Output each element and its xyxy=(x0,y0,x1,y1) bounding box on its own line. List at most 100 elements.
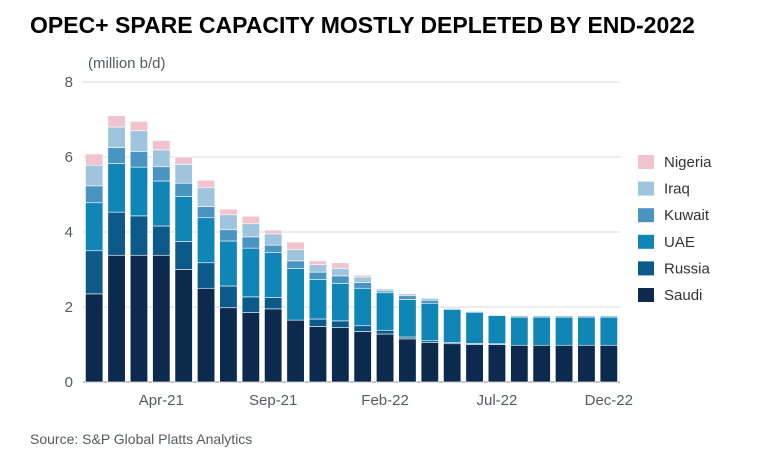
y-axis-unit-label: (million b/d) xyxy=(88,55,166,72)
source-note: Source: S&P Global Platts Analytics xyxy=(30,431,253,447)
bar-segment-iraq xyxy=(376,288,395,292)
bar-segment-saudi xyxy=(353,331,372,383)
x-tick-label: Apr-21 xyxy=(139,392,184,409)
bar-segment-uae xyxy=(219,240,238,287)
bar-stack xyxy=(420,298,439,383)
bar-segment-uae xyxy=(376,292,395,331)
bar-segment-saudi xyxy=(420,342,439,383)
bar-segment-nigeria xyxy=(331,262,350,269)
bar-segment-kuwait xyxy=(85,185,104,204)
bar-segment-russia xyxy=(197,262,216,289)
bar-segment-saudi xyxy=(197,287,216,383)
bar-segment-saudi xyxy=(555,344,574,383)
bar-segment-saudi xyxy=(465,344,484,383)
bar-segment-saudi xyxy=(174,269,193,383)
bar-segment-russia xyxy=(308,318,327,327)
bar-segment-kuwait xyxy=(264,244,283,253)
bar-stack xyxy=(376,288,395,383)
bar-segment-iraq xyxy=(308,264,327,273)
bar-segment-saudi xyxy=(241,312,260,383)
legend-label-kuwait: Kuwait xyxy=(664,207,710,224)
bar-segment-uae xyxy=(510,316,529,346)
legend-label-uae: UAE xyxy=(664,234,695,251)
bar-stack xyxy=(532,315,551,383)
bar-stack xyxy=(353,274,372,383)
chart-title: OPEC+ SPARE CAPACITY MOSTLY DEPLETED BY … xyxy=(30,12,695,38)
bar-segment-uae xyxy=(555,316,574,346)
bar-segment-uae xyxy=(308,279,327,320)
x-tick-label: Dec-22 xyxy=(585,392,633,409)
bar-segment-nigeria xyxy=(107,115,126,128)
bar-segment-nigeria xyxy=(152,140,171,151)
bar-stack xyxy=(398,293,417,383)
bar-segment-russia xyxy=(376,329,395,335)
bar-segment-uae xyxy=(331,283,350,322)
bar-segment-uae xyxy=(85,202,104,252)
bar-segment-iraq xyxy=(107,126,126,148)
y-tick-label: 0 xyxy=(65,374,73,391)
bar-stack xyxy=(174,156,193,383)
bar-segment-saudi xyxy=(577,344,596,383)
bar-segment-saudi xyxy=(107,254,126,383)
bar-segment-saudi xyxy=(152,254,171,383)
bar-stack xyxy=(129,121,148,383)
bar-segment-uae xyxy=(197,217,216,264)
bar-stack xyxy=(555,315,574,383)
x-tick-label: Jul-22 xyxy=(477,392,518,409)
bar-segment-iraq xyxy=(286,249,305,262)
bar-segment-uae xyxy=(174,196,193,242)
y-tick-label: 2 xyxy=(65,299,73,316)
bar-segment-iraq xyxy=(398,293,417,297)
bar-segment-russia xyxy=(331,320,350,328)
bar-segment-saudi xyxy=(286,319,305,383)
bar-segment-iraq xyxy=(331,268,350,277)
bar-segment-kuwait xyxy=(152,166,171,182)
bar-segment-kuwait xyxy=(286,260,305,269)
bar-stack xyxy=(599,315,618,383)
bar-stack xyxy=(241,215,260,383)
bar-segment-iraq xyxy=(174,164,193,184)
legend-swatch-uae xyxy=(638,234,654,249)
bar-segment-uae xyxy=(577,316,596,346)
y-tick-label: 6 xyxy=(65,149,73,166)
bar-segment-uae xyxy=(599,316,618,346)
bar-segment-russia xyxy=(174,241,193,270)
bar-segment-kuwait xyxy=(398,295,417,300)
legend-swatch-saudi xyxy=(638,288,654,302)
bar-segment-russia xyxy=(353,325,372,332)
bar-segment-nigeria xyxy=(85,153,104,166)
bar-segment-kuwait xyxy=(443,308,462,310)
bar-stack xyxy=(308,260,327,383)
bar-segment-russia xyxy=(152,225,171,256)
bar-segment-saudi xyxy=(331,327,350,383)
bar-segment-saudi xyxy=(599,344,618,383)
bar-segment-russia xyxy=(85,250,104,295)
bar-stack xyxy=(264,229,283,383)
bar-segment-kuwait xyxy=(420,299,439,304)
bar-segment-uae xyxy=(443,309,462,343)
bar-segment-uae xyxy=(152,180,171,227)
bar-segment-iraq xyxy=(152,149,171,168)
bar-stack xyxy=(465,311,484,383)
bar-segment-uae xyxy=(286,268,305,321)
legend-swatch-kuwait xyxy=(638,208,654,223)
bar-segment-saudi xyxy=(510,344,529,383)
bar-segment-iraq xyxy=(353,276,372,283)
bar-segment-kuwait xyxy=(532,315,551,318)
bar-segment-iraq xyxy=(264,233,283,246)
bar-segment-uae xyxy=(264,252,283,298)
bar-segment-russia xyxy=(107,211,126,256)
bar-segment-uae xyxy=(129,166,148,217)
bar-segment-iraq xyxy=(129,130,148,152)
bar-segment-nigeria xyxy=(308,260,327,265)
bar-segment-nigeria xyxy=(219,208,238,216)
bar-segment-nigeria xyxy=(197,179,216,189)
bar-segment-kuwait xyxy=(487,314,506,316)
bar-segment-kuwait xyxy=(197,206,216,219)
bar-segment-kuwait xyxy=(107,147,126,164)
bar-stack xyxy=(577,315,596,383)
legend-swatch-nigeria xyxy=(638,155,654,169)
bar-segment-saudi xyxy=(487,344,506,383)
bar-stack xyxy=(152,140,171,383)
